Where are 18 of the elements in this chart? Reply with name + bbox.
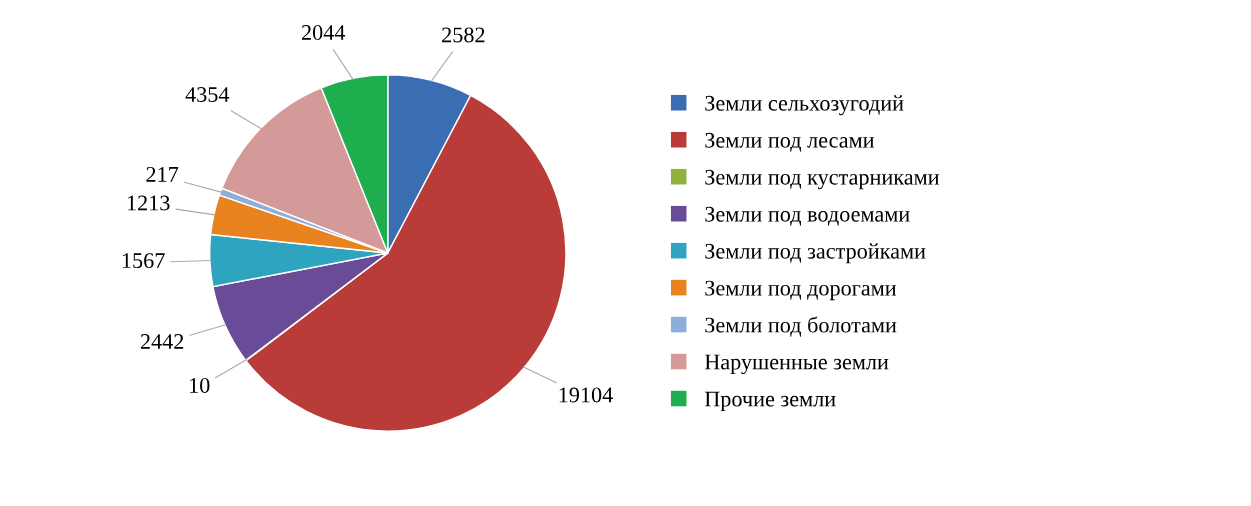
- legend-label: Земли под застройками: [705, 243, 926, 264]
- legend-label: Земли под лесами: [705, 132, 875, 152]
- legend-label: Земли под болотами: [705, 316, 897, 337]
- legend-label: Земли под водоемами: [705, 206, 910, 226]
- data-label: 2442: [140, 334, 184, 349]
- data-label: 1213: [127, 195, 170, 211]
- data-label: 217: [146, 166, 179, 182]
- legend-label: Земли сельхозугодий: [705, 95, 904, 116]
- data-label: 4354: [185, 87, 230, 102]
- legend-label: Прочие земли: [704, 391, 836, 412]
- legend-label: Нарушенные земли: [704, 354, 889, 375]
- data-label: 2582: [442, 27, 485, 43]
- legend-label: Земли под дорогами: [705, 280, 897, 301]
- data-label: 2044: [301, 25, 346, 40]
- data-label: 19104: [559, 387, 613, 403]
- data-label: 10: [190, 377, 210, 393]
- legend-label: Земли под кустарниками: [705, 169, 940, 190]
- data-label: 1567: [122, 253, 165, 269]
